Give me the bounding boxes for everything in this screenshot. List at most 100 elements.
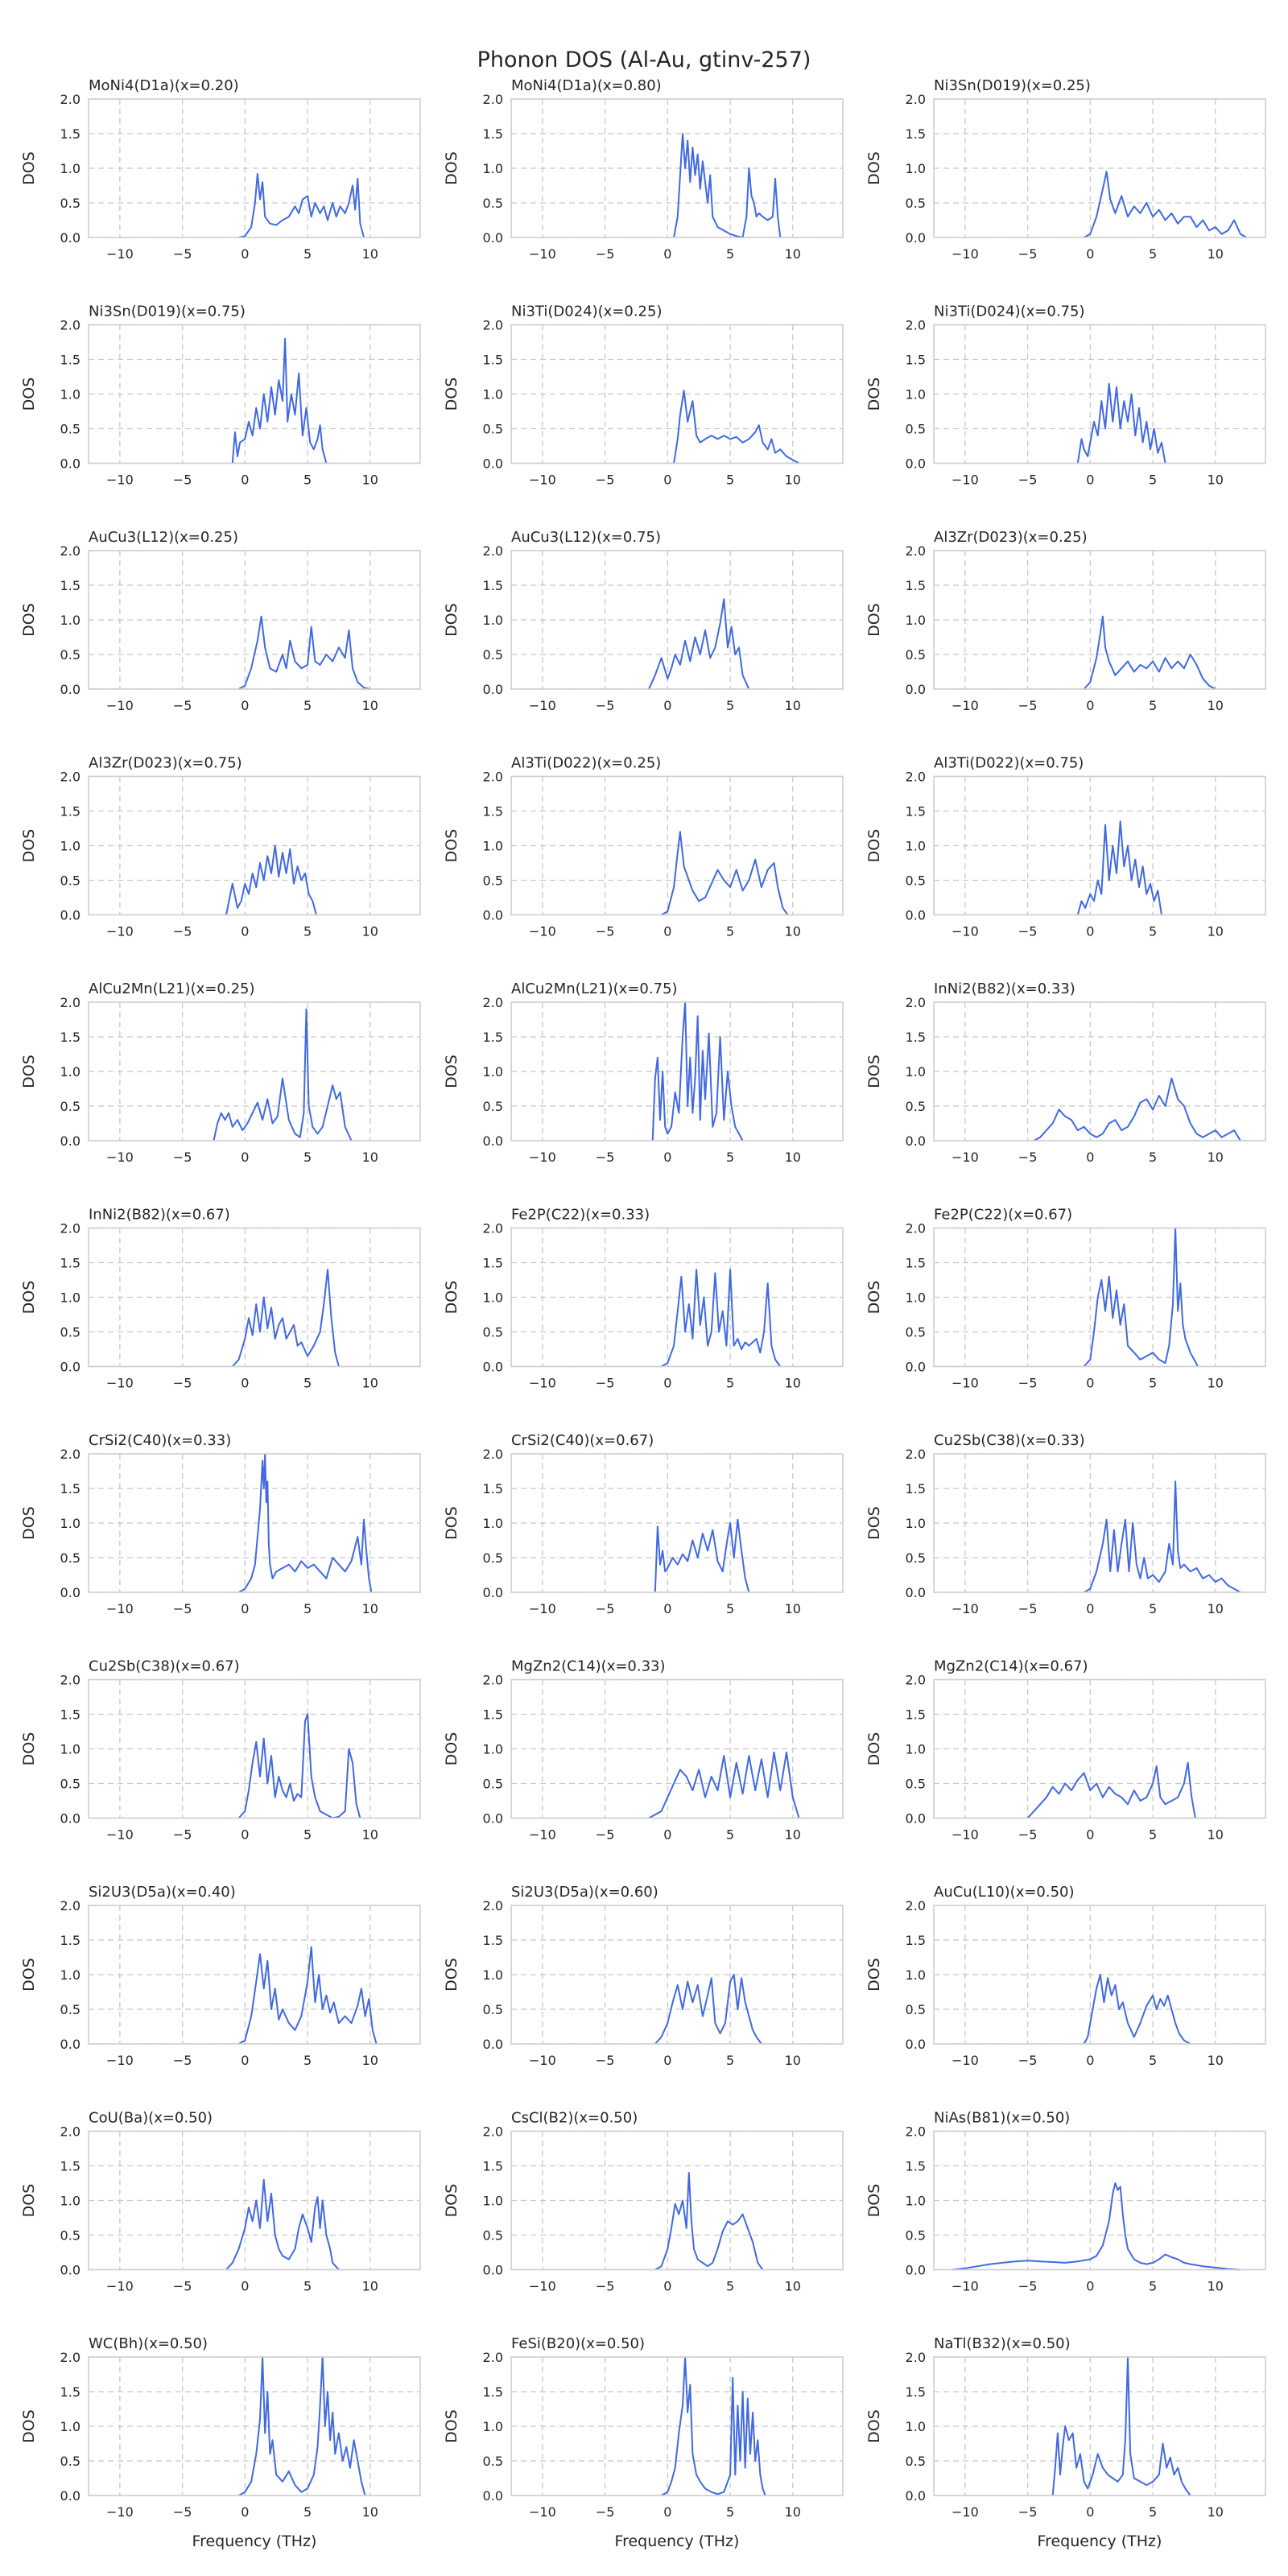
y-tick-label: 2.0 [906,2350,926,2365]
x-tick-label: −10 [952,1150,979,1165]
x-tick-label: 0 [1086,2504,1094,2520]
y-axis-label: DOS [443,151,460,185]
y-axis-label: DOS [865,1055,883,1088]
y-tick-label: 0.0 [483,230,503,246]
y-tick-label: 1.0 [483,1742,503,1757]
dos-panel: AlCu2Mn(L21)(x=0.25) −10 −5 0 5 10 0.0 0.5 1.0 1.… [20,980,421,1165]
y-tick-label: 0.0 [483,682,503,697]
x-tick-label: −10 [106,1827,134,1843]
y-tick-label: 2.0 [906,1898,926,1913]
x-tick-label: 10 [1208,1376,1224,1391]
x-tick-label: 0 [1086,473,1094,488]
x-tick-label: −10 [106,1601,134,1616]
x-tick-label: −5 [1018,1376,1038,1391]
panel-title: CsCl(B2)(x=0.50) [511,2110,638,2127]
x-tick-label: 0 [241,473,249,488]
x-tick-label: −5 [173,2279,192,2294]
axes-frame [933,1905,1266,2045]
x-tick-label: −10 [106,473,134,488]
y-tick-label: 0.0 [906,1133,926,1149]
x-tick-label: −10 [529,1827,556,1843]
axes-frame [510,1678,844,1819]
x-axis-label: Frequency (THz) [192,2533,317,2550]
y-tick-label: 0.5 [483,873,503,889]
panel-title: AlCu2Mn(L21)(x=0.75) [511,980,678,997]
dos-series-line [648,1751,800,1819]
y-tick-label: 1.5 [483,353,503,368]
x-tick-label: 5 [303,473,312,488]
y-tick-label: 2.0 [483,318,503,333]
dos-series-line [651,1001,744,1141]
x-tick-label: 5 [303,2053,312,2068]
x-tick-label: −5 [173,473,192,488]
y-tick-label: 0.5 [906,2002,926,2017]
axes-frame [510,2356,844,2496]
x-tick-label: 5 [726,2053,734,2068]
axes-frame [88,1001,421,1141]
y-tick-label: 0.5 [906,196,926,211]
x-tick-label: 0 [663,698,671,713]
y-tick-label: 1.5 [483,1933,503,1948]
y-tick-label: 0.0 [483,1133,503,1149]
panel-title: InNi2(B82)(x=0.67) [89,1207,230,1224]
x-tick-label: −10 [529,2279,556,2294]
x-tick-label: 0 [663,246,671,262]
y-tick-label: 0.5 [906,2228,926,2244]
dos-series-line [238,1946,378,2045]
y-tick-label: 1.0 [906,613,926,628]
x-tick-label: 0 [1086,2053,1094,2068]
x-tick-label: −5 [1018,1827,1038,1843]
dos-panel: WC(Bh)(x=0.50) −10 −5 0 5 10 0.0 0.5 1.0 1.5 2.0 DO… [20,2335,421,2550]
panel-title: AuCu(L10)(x=0.50) [934,1884,1075,1901]
y-tick-label: 0.0 [483,2263,503,2278]
x-tick-label: 0 [1086,2279,1094,2294]
x-tick-label: 5 [303,698,312,713]
dos-series-line [1033,1077,1241,1141]
x-tick-label: 0 [1086,1827,1094,1843]
axes-frame [88,550,421,690]
y-tick-label: 1.0 [483,1967,503,1983]
y-axis-label: DOS [865,829,883,863]
dos-panel: Ni3Ti(D024)(x=0.75) −10 −5 0 5 10 0.0 0.5 1.0 1.5… [865,303,1266,488]
x-tick-label: 5 [1149,2053,1157,2068]
axes-frame [510,98,844,238]
y-tick-label: 0.0 [906,2263,926,2278]
x-tick-label: 10 [1208,2504,1224,2520]
y-axis-label: DOS [865,603,883,637]
y-tick-label: 2.0 [906,2124,926,2140]
x-tick-label: −5 [1018,473,1038,488]
x-tick-label: −10 [106,2504,134,2520]
x-tick-label: 0 [663,2279,671,2294]
x-tick-label: 10 [362,698,378,713]
y-tick-label: 0.5 [60,1099,80,1114]
y-tick-label: 1.5 [906,1481,926,1496]
y-tick-label: 1.0 [483,161,503,176]
x-tick-label: −5 [596,2279,615,2294]
panel-title: Al3Ti(D022)(x=0.25) [511,755,661,772]
axes-frame [933,1453,1266,1593]
axes-frame [88,2356,421,2496]
dos-series-line [213,1008,353,1141]
y-axis-label: DOS [20,1506,38,1540]
y-tick-label: 1.0 [906,1516,926,1531]
axes-frame [933,98,1266,238]
y-tick-label: 2.0 [60,1898,80,1913]
panel-title: CrSi2(C40)(x=0.67) [511,1432,654,1449]
x-tick-label: 5 [726,246,734,262]
x-tick-label: 10 [1208,1827,1224,1843]
dos-panel: AuCu3(L12)(x=0.25) −10 −5 0 5 10 0.0 0.5 1.0 1.5 2… [20,529,421,713]
dos-series-line [952,2182,1241,2271]
x-tick-label: 5 [1149,1376,1157,1391]
x-tick-label: 5 [303,1827,312,1843]
x-tick-label: 10 [785,473,801,488]
y-tick-label: 0.0 [60,2037,80,2052]
y-axis-label: DOS [865,2409,883,2443]
x-tick-label: 10 [1208,1601,1224,1616]
dos-panel: FeSi(B20)(x=0.50) −10 −5 0 5 10 0.0 0.5 1.0 1.5 2.… [443,2335,844,2550]
y-tick-label: 0.5 [483,422,503,437]
y-tick-label: 0.5 [483,2454,503,2469]
panel-title: AlCu2Mn(L21)(x=0.25) [89,980,255,997]
y-tick-label: 1.5 [60,126,80,142]
y-tick-label: 0.5 [60,873,80,889]
x-tick-label: 0 [1086,1376,1094,1391]
